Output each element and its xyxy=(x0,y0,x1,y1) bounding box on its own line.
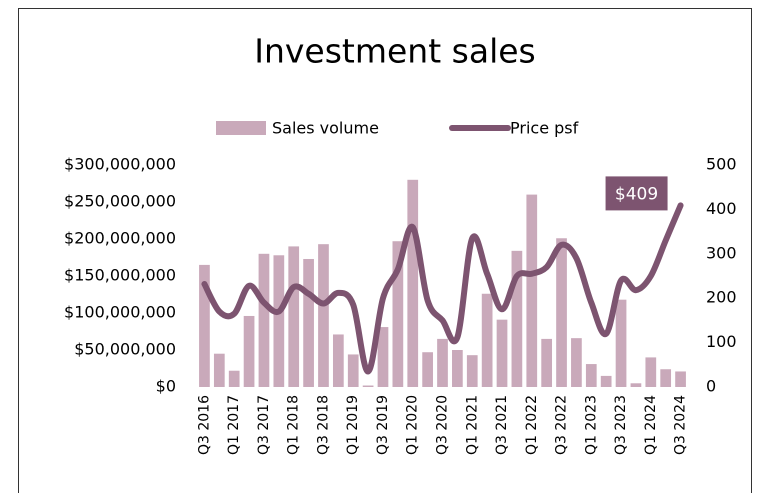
y2-tick-label: 500 xyxy=(706,155,737,174)
x-tick-label: Q1 2022 xyxy=(524,395,540,455)
bar xyxy=(511,250,523,387)
data-label-box xyxy=(605,176,668,211)
x-tick-label: Q1 2023 xyxy=(583,395,599,455)
bar xyxy=(332,334,344,387)
bar xyxy=(466,355,478,387)
x-tick-label: Q3 2019 xyxy=(375,395,391,455)
x-tick-label: Q1 2017 xyxy=(226,395,242,455)
bar xyxy=(288,246,300,387)
bar xyxy=(258,253,270,387)
bar xyxy=(243,315,255,387)
bar xyxy=(377,327,389,387)
x-tick-label: Q3 2020 xyxy=(435,395,451,455)
x-tick-label: Q3 2022 xyxy=(554,395,570,455)
y-tick-label: $200,000,000 xyxy=(64,229,176,248)
x-tick-label: Q1 2024 xyxy=(643,395,659,455)
data-label: $409 xyxy=(615,184,658,204)
y2-tick-label: 400 xyxy=(706,199,737,218)
x-tick-label: Q3 2024 xyxy=(673,395,689,455)
x-tick-label: Q1 2018 xyxy=(286,395,302,455)
legend-swatch xyxy=(216,121,266,135)
y2-tick-label: 0 xyxy=(706,377,716,396)
bar xyxy=(228,370,240,387)
x-tick-label: Q3 2021 xyxy=(494,395,510,455)
bar xyxy=(199,264,210,387)
chart-frame xyxy=(18,8,752,493)
y-tick-label: $150,000,000 xyxy=(64,266,176,285)
bar xyxy=(615,299,627,387)
bar xyxy=(347,354,359,387)
bar xyxy=(496,319,508,387)
bar xyxy=(645,357,657,387)
bar xyxy=(630,383,642,387)
x-tick-label: Q1 2021 xyxy=(464,395,480,455)
bar xyxy=(273,255,285,387)
x-tick-label: Q1 2019 xyxy=(345,395,361,455)
x-tick-label: Q3 2017 xyxy=(256,395,272,455)
y-tick-label: $100,000,000 xyxy=(64,303,176,322)
legend-label: Sales volume xyxy=(272,119,379,138)
bar xyxy=(660,369,672,387)
x-tick-label: Q1 2020 xyxy=(405,395,421,455)
chart-title: Investment sales xyxy=(254,32,535,71)
y2-tick-label: 300 xyxy=(706,243,737,262)
bar xyxy=(541,338,553,387)
bar xyxy=(392,241,404,387)
bar xyxy=(213,353,225,387)
bar xyxy=(585,364,597,387)
y-tick-label: $300,000,000 xyxy=(64,155,176,174)
bar xyxy=(526,194,538,387)
bar xyxy=(556,238,567,387)
bar xyxy=(422,352,433,387)
bar xyxy=(303,258,314,387)
bar xyxy=(481,293,493,387)
legend-label: Price psf xyxy=(510,119,579,138)
bar xyxy=(437,338,448,387)
x-tick-label: Q3 2016 xyxy=(196,395,212,455)
y-tick-label: $50,000,000 xyxy=(74,340,176,359)
bar xyxy=(362,385,374,387)
y-tick-label: $250,000,000 xyxy=(64,192,176,211)
line xyxy=(201,202,684,375)
x-tick-label: Q3 2023 xyxy=(613,395,629,455)
bar xyxy=(318,244,329,387)
y-tick-label: $0 xyxy=(156,377,176,396)
bar xyxy=(452,350,463,387)
bar xyxy=(407,179,419,387)
y2-tick-label: 100 xyxy=(706,332,737,351)
bar xyxy=(675,371,686,387)
x-tick-label: Q3 2018 xyxy=(315,395,331,455)
bar xyxy=(571,338,582,387)
bar xyxy=(600,375,612,387)
y2-tick-label: 200 xyxy=(706,288,737,307)
